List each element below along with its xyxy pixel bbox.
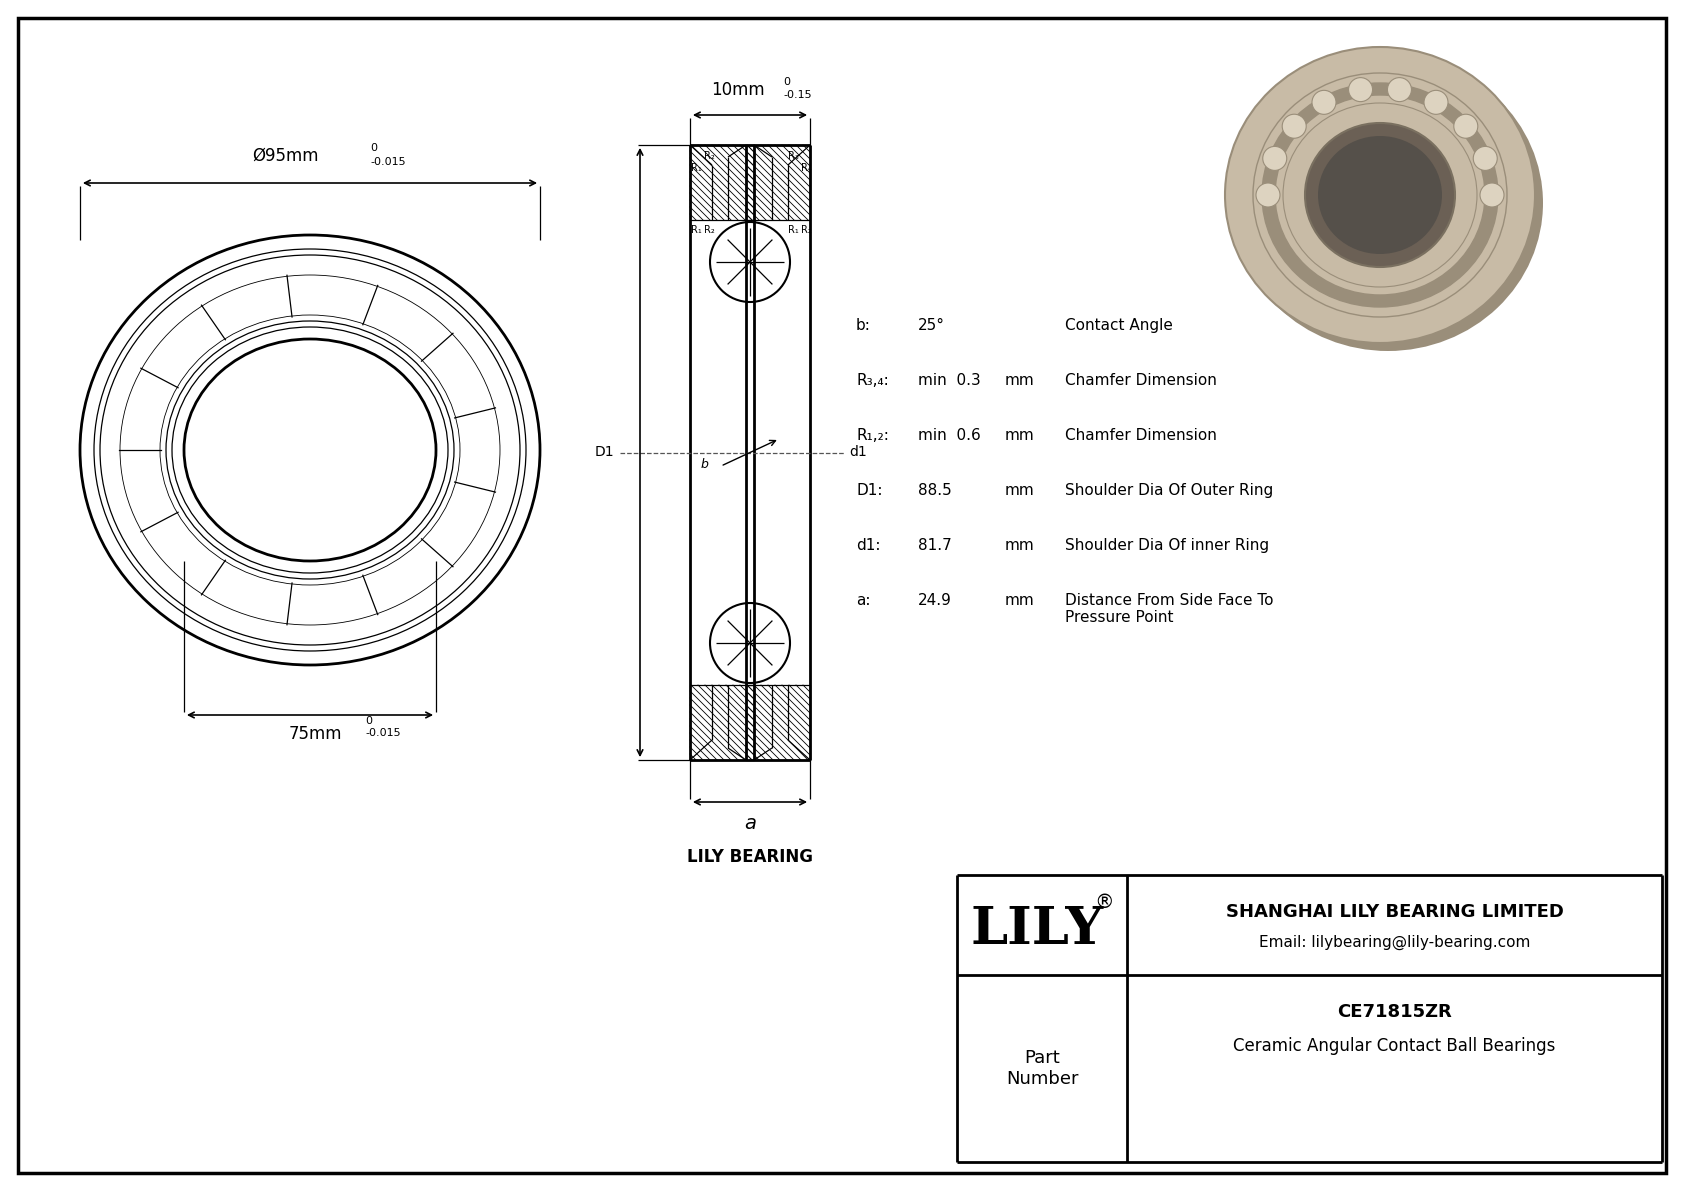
Text: ®: ®: [1095, 892, 1113, 911]
Ellipse shape: [1319, 136, 1442, 254]
Text: 10mm: 10mm: [711, 81, 765, 99]
Text: 25°: 25°: [918, 318, 945, 333]
Ellipse shape: [1233, 55, 1543, 351]
Text: min  0.6: min 0.6: [918, 428, 980, 443]
Circle shape: [1388, 77, 1411, 101]
Text: d1:: d1:: [855, 538, 881, 553]
Text: LILY BEARING: LILY BEARING: [687, 848, 813, 866]
Text: 24.9: 24.9: [918, 593, 951, 607]
Text: LILY: LILY: [970, 904, 1103, 954]
Text: 81.7: 81.7: [918, 538, 951, 553]
Circle shape: [1480, 183, 1504, 207]
Ellipse shape: [1224, 46, 1536, 343]
Text: 75mm: 75mm: [288, 725, 342, 743]
Bar: [746, 145, 754, 220]
Bar: [690, 685, 810, 760]
Text: a:: a:: [855, 593, 871, 607]
Circle shape: [1474, 146, 1497, 170]
Text: 88.5: 88.5: [918, 484, 951, 498]
Text: R₄: R₄: [802, 163, 812, 173]
Circle shape: [1453, 114, 1479, 138]
Text: -0.015: -0.015: [365, 728, 401, 738]
Text: R₁: R₁: [690, 225, 702, 235]
Text: Distance From Side Face To
Pressure Point: Distance From Side Face To Pressure Poin…: [1064, 593, 1273, 625]
Text: Shoulder Dia Of Outer Ring: Shoulder Dia Of Outer Ring: [1064, 484, 1273, 498]
Text: Ø95mm: Ø95mm: [251, 146, 318, 166]
Text: R₂: R₂: [802, 225, 812, 235]
Text: R₃: R₃: [788, 151, 798, 161]
Text: mm: mm: [1005, 593, 1034, 607]
Text: b:: b:: [855, 318, 871, 333]
Text: D1: D1: [594, 445, 615, 460]
Text: R₂: R₂: [704, 151, 714, 161]
Text: CE71815ZR: CE71815ZR: [1337, 1003, 1452, 1021]
Circle shape: [1312, 91, 1335, 114]
Text: d1: d1: [849, 445, 867, 460]
Text: mm: mm: [1005, 484, 1034, 498]
Text: mm: mm: [1005, 373, 1034, 388]
Circle shape: [1263, 146, 1287, 170]
Circle shape: [1282, 114, 1307, 138]
Text: R₂: R₂: [704, 225, 714, 235]
Text: 0: 0: [370, 143, 377, 152]
Text: Ceramic Angular Contact Ball Bearings: Ceramic Angular Contact Ball Bearings: [1233, 1037, 1556, 1055]
Text: Chamfer Dimension: Chamfer Dimension: [1064, 373, 1218, 388]
Text: -0.15: -0.15: [783, 91, 812, 100]
Ellipse shape: [1305, 123, 1455, 267]
Text: R₃,₄:: R₃,₄:: [855, 373, 889, 388]
Text: R₁: R₁: [788, 225, 798, 235]
Ellipse shape: [1261, 83, 1499, 307]
Text: -0.015: -0.015: [370, 157, 406, 167]
Text: a: a: [744, 813, 756, 833]
Text: SHANGHAI LILY BEARING LIMITED: SHANGHAI LILY BEARING LIMITED: [1226, 903, 1563, 921]
Text: b: b: [701, 459, 709, 472]
Ellipse shape: [1275, 95, 1485, 295]
Text: mm: mm: [1005, 428, 1034, 443]
Text: 0: 0: [365, 716, 372, 727]
Text: min  0.3: min 0.3: [918, 373, 980, 388]
Circle shape: [1425, 91, 1448, 114]
Bar: [746, 685, 754, 760]
Circle shape: [1256, 183, 1280, 207]
Circle shape: [1349, 77, 1372, 101]
Text: mm: mm: [1005, 538, 1034, 553]
Text: Shoulder Dia Of inner Ring: Shoulder Dia Of inner Ring: [1064, 538, 1270, 553]
Text: D1:: D1:: [855, 484, 882, 498]
Text: Chamfer Dimension: Chamfer Dimension: [1064, 428, 1218, 443]
Text: Contact Angle: Contact Angle: [1064, 318, 1172, 333]
Text: Part
Number: Part Number: [1005, 1049, 1078, 1087]
Text: 0: 0: [783, 77, 790, 87]
Bar: [690, 145, 810, 220]
Text: R₁,₂:: R₁,₂:: [855, 428, 889, 443]
Text: R₁: R₁: [690, 163, 702, 173]
Text: Email: lilybearing@lily-bearing.com: Email: lilybearing@lily-bearing.com: [1260, 935, 1531, 950]
